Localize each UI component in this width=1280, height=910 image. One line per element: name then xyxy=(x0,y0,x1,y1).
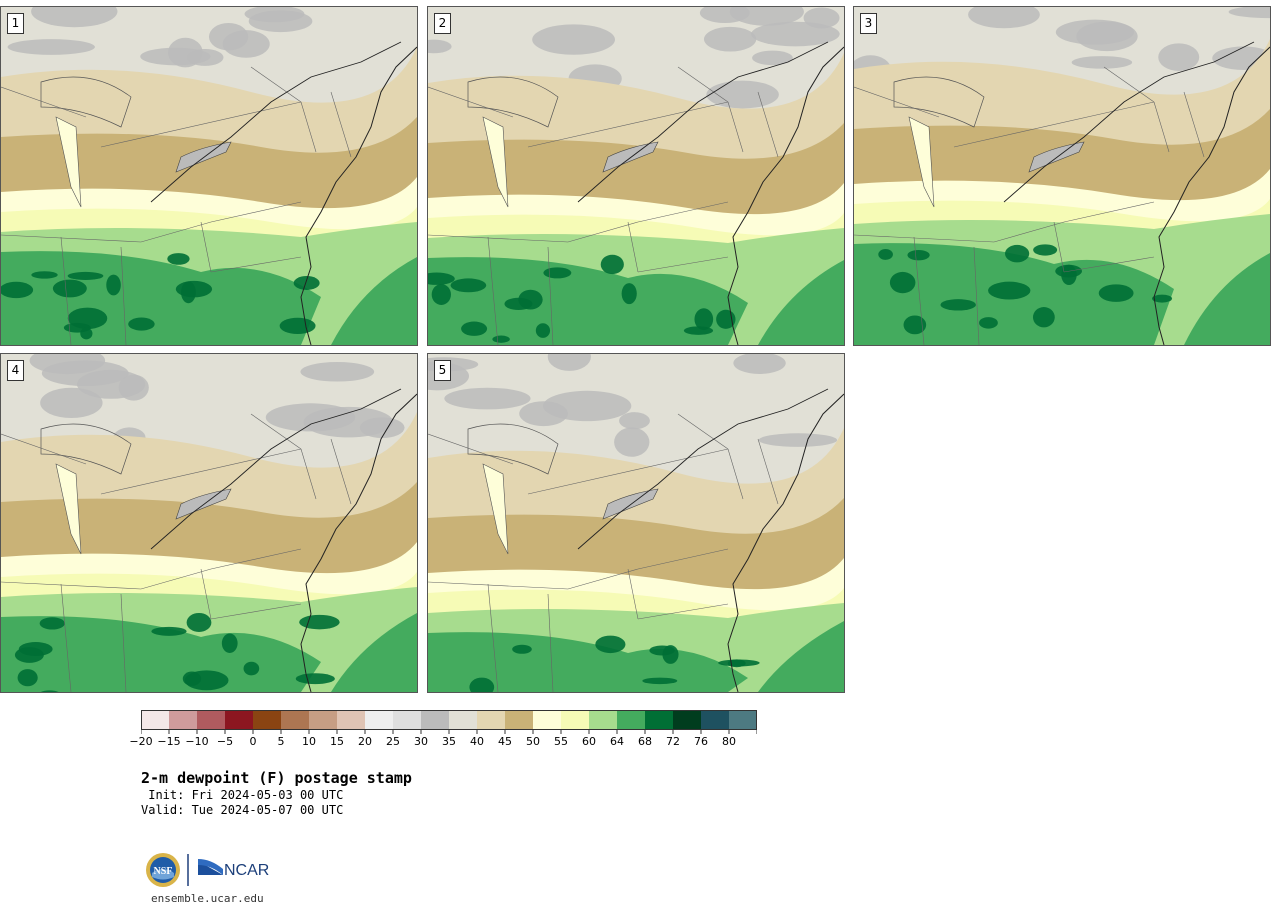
colorbar-tick-label: −10 xyxy=(185,735,209,748)
colorbar-tick-label: 60 xyxy=(582,735,596,748)
colorbar-tick-label: 64 xyxy=(610,735,624,748)
colorbar-tick-label: 45 xyxy=(498,735,512,748)
ncar-text: NCAR xyxy=(224,862,269,879)
dewpoint-map xyxy=(1,7,417,345)
panel-label: 5 xyxy=(434,360,451,381)
site-url: ensemble.ucar.edu xyxy=(151,892,264,905)
dewpoint-map xyxy=(428,7,844,345)
colorbar-tick-label: 20 xyxy=(358,735,372,748)
colorbar-swatch xyxy=(365,710,393,730)
valid-time: Valid: Tue 2024-05-07 00 UTC xyxy=(141,803,344,817)
panel-label: 2 xyxy=(434,13,451,34)
colorbar xyxy=(141,710,757,734)
colorbar-tick-label: −5 xyxy=(216,735,234,748)
colorbar-swatch xyxy=(561,710,589,730)
nsf-seal-icon: NSF xyxy=(146,853,180,887)
colorbar-swatch xyxy=(645,710,673,730)
colorbar-tick-label: 35 xyxy=(442,735,456,748)
colorbar-tick-label: 72 xyxy=(666,735,680,748)
colorbar-swatch xyxy=(225,710,253,730)
dewpoint-map xyxy=(854,7,1270,345)
colorbar-tick-label: 30 xyxy=(414,735,428,748)
colorbar-swatch xyxy=(169,710,197,730)
colorbar-tick-label: 15 xyxy=(330,735,344,748)
init-time: Init: Fri 2024-05-03 00 UTC xyxy=(141,788,344,802)
colorbar-tick-label: 80 xyxy=(722,735,736,748)
colorbar-swatch xyxy=(337,710,365,730)
nsf-text: NSF xyxy=(154,866,173,877)
colorbar-tick-label: 50 xyxy=(526,735,540,748)
colorbar-swatch xyxy=(197,710,225,730)
colorbar-tick-label: 76 xyxy=(694,735,708,748)
colorbar-swatch xyxy=(701,710,729,730)
colorbar-tick-label: 68 xyxy=(638,735,652,748)
ncar-icon: NCAR xyxy=(198,859,269,879)
colorbar-swatch xyxy=(505,710,533,730)
colorbar-swatch xyxy=(281,710,309,730)
panel-label: 1 xyxy=(7,13,24,34)
dewpoint-map xyxy=(1,354,417,692)
colorbar-tick-label: −15 xyxy=(157,735,181,748)
panel-label: 3 xyxy=(860,13,877,34)
colorbar-swatch xyxy=(393,710,421,730)
colorbar-swatch xyxy=(617,710,645,730)
colorbar-swatch xyxy=(533,710,561,730)
plot-title: 2-m dewpoint (F) postage stamp xyxy=(141,769,412,787)
colorbar-tick-label: 10 xyxy=(302,735,316,748)
colorbar-tick-label: 5 xyxy=(277,735,285,748)
colorbar-swatch xyxy=(141,710,169,730)
colorbar-swatch xyxy=(477,710,505,730)
colorbar-swatch xyxy=(449,710,477,730)
colorbar-swatch xyxy=(589,710,617,730)
colorbar-swatch xyxy=(309,710,337,730)
colorbar-swatch xyxy=(673,710,701,730)
map-panel-1: 1 xyxy=(0,6,418,346)
colorbar-swatch xyxy=(421,710,449,730)
colorbar-tick-label: 0 xyxy=(249,735,257,748)
colorbar-tick-label: 55 xyxy=(554,735,568,748)
map-panel-2: 2 xyxy=(427,6,845,346)
colorbar-tick-label: 25 xyxy=(386,735,400,748)
dewpoint-map xyxy=(428,354,844,692)
colorbar-tick-label: 40 xyxy=(470,735,484,748)
colorbar-swatch xyxy=(253,710,281,730)
colorbar-tick-label: −20 xyxy=(129,735,153,748)
colorbar-swatch xyxy=(729,710,757,730)
panel-label: 4 xyxy=(7,360,24,381)
map-panel-5: 5 xyxy=(427,353,845,693)
map-panel-4: 4 xyxy=(0,353,418,693)
nsf-ncar-logo: NSF NCAR xyxy=(146,853,269,887)
map-panel-3: 3 xyxy=(853,6,1271,346)
